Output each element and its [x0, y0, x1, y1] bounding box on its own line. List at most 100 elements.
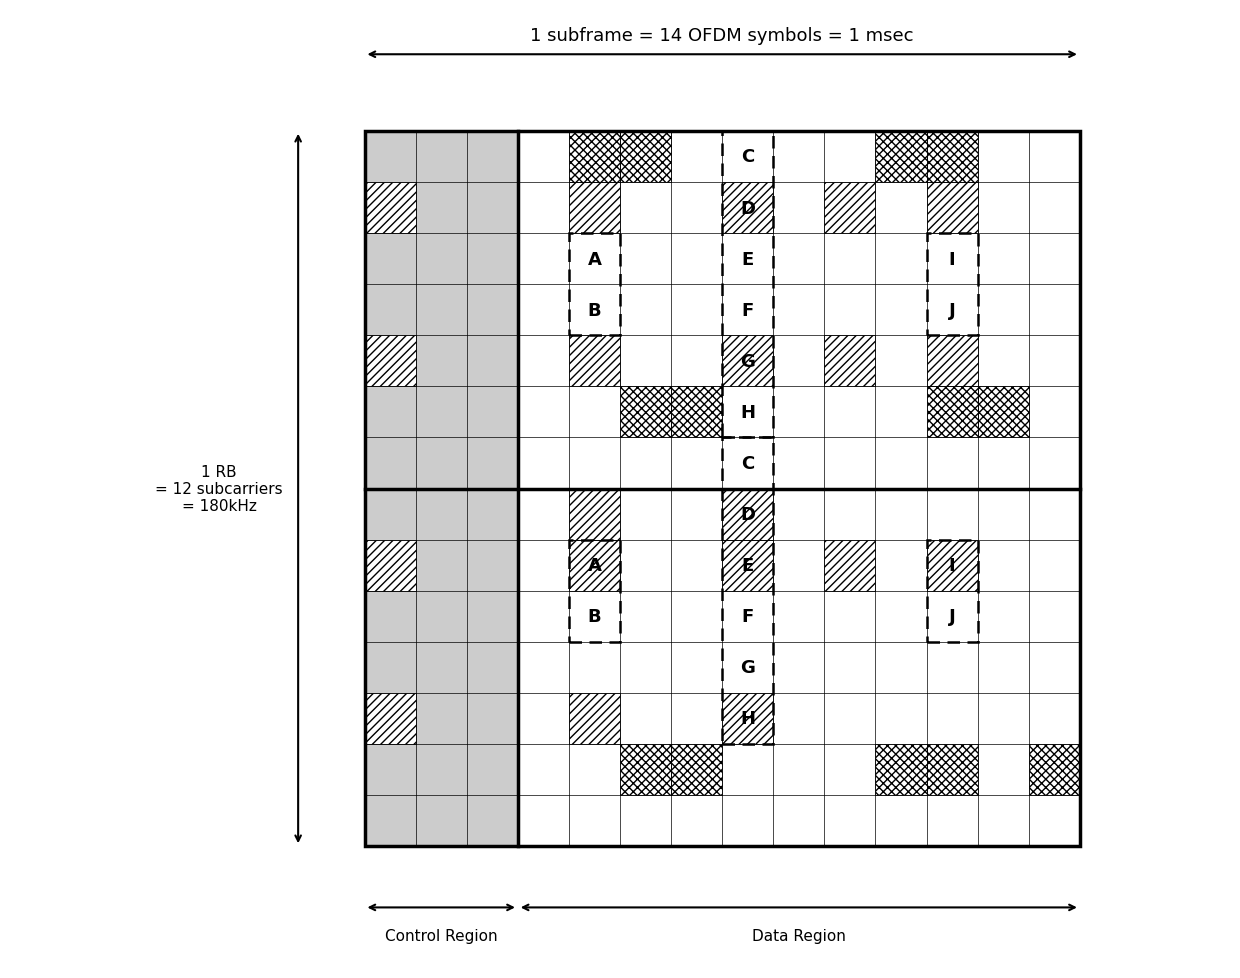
- Bar: [365, 132, 415, 183]
- Bar: [875, 744, 926, 795]
- Bar: [620, 438, 671, 489]
- Text: G: G: [740, 352, 755, 371]
- Bar: [415, 489, 466, 540]
- Bar: [620, 387, 671, 438]
- Bar: [926, 540, 977, 643]
- Bar: [774, 183, 825, 234]
- Bar: [774, 234, 825, 285]
- Bar: [825, 744, 875, 795]
- Bar: [569, 387, 620, 438]
- Bar: [722, 693, 774, 744]
- Bar: [671, 489, 722, 540]
- Text: C: C: [742, 149, 754, 166]
- Bar: [365, 489, 415, 540]
- Bar: [518, 744, 569, 795]
- Bar: [620, 335, 671, 387]
- Bar: [926, 183, 977, 234]
- Bar: [722, 591, 774, 643]
- Bar: [415, 744, 466, 795]
- Bar: [1029, 643, 1080, 693]
- Bar: [569, 540, 620, 591]
- Bar: [466, 132, 518, 183]
- Text: H: H: [740, 404, 755, 422]
- Bar: [875, 744, 926, 795]
- Bar: [620, 744, 671, 795]
- Bar: [875, 132, 926, 183]
- Bar: [722, 335, 774, 387]
- Bar: [466, 285, 518, 335]
- Bar: [875, 643, 926, 693]
- Bar: [671, 744, 722, 795]
- Bar: [825, 540, 875, 591]
- Bar: [722, 693, 774, 744]
- Bar: [875, 489, 926, 540]
- Bar: [620, 591, 671, 643]
- Bar: [1029, 489, 1080, 540]
- Bar: [620, 285, 671, 335]
- Bar: [671, 643, 722, 693]
- Bar: [518, 132, 569, 183]
- Bar: [825, 591, 875, 643]
- Bar: [518, 643, 569, 693]
- Bar: [875, 285, 926, 335]
- Bar: [518, 183, 569, 234]
- Bar: [977, 795, 1029, 846]
- Bar: [518, 540, 569, 591]
- Bar: [365, 335, 415, 387]
- Bar: [926, 744, 977, 795]
- Bar: [977, 489, 1029, 540]
- Bar: [466, 234, 518, 285]
- Bar: [1029, 234, 1080, 285]
- Bar: [825, 387, 875, 438]
- Bar: [365, 744, 415, 795]
- Bar: [365, 234, 415, 285]
- Bar: [977, 744, 1029, 795]
- Bar: [875, 795, 926, 846]
- Bar: [466, 335, 518, 387]
- Bar: [926, 540, 977, 591]
- Bar: [518, 489, 569, 540]
- Bar: [1029, 693, 1080, 744]
- Bar: [466, 489, 518, 540]
- Bar: [569, 693, 620, 744]
- Text: I: I: [949, 250, 955, 268]
- Bar: [365, 540, 415, 591]
- Bar: [620, 132, 671, 183]
- Bar: [671, 132, 722, 183]
- Bar: [825, 183, 875, 234]
- Bar: [569, 234, 620, 335]
- Bar: [774, 540, 825, 591]
- Bar: [569, 489, 620, 540]
- Bar: [466, 183, 518, 234]
- Bar: [774, 744, 825, 795]
- Bar: [620, 489, 671, 540]
- Bar: [977, 335, 1029, 387]
- Bar: [569, 540, 620, 643]
- Bar: [569, 285, 620, 335]
- Bar: [825, 438, 875, 489]
- Bar: [365, 183, 415, 234]
- Bar: [875, 387, 926, 438]
- Bar: [722, 285, 774, 335]
- Bar: [722, 387, 774, 438]
- Bar: [825, 285, 875, 335]
- Bar: [722, 540, 774, 591]
- Bar: [569, 132, 620, 183]
- Bar: [722, 234, 774, 285]
- Bar: [774, 387, 825, 438]
- Bar: [722, 132, 774, 438]
- Text: J: J: [949, 607, 956, 626]
- Bar: [722, 540, 774, 591]
- Bar: [825, 132, 875, 183]
- Bar: [722, 643, 774, 693]
- Bar: [569, 438, 620, 489]
- Bar: [825, 540, 875, 591]
- Bar: [926, 335, 977, 387]
- Bar: [365, 693, 415, 744]
- Bar: [1029, 744, 1080, 795]
- Bar: [875, 693, 926, 744]
- Bar: [365, 438, 415, 489]
- Bar: [926, 438, 977, 489]
- Bar: [926, 234, 977, 285]
- Bar: [977, 643, 1029, 693]
